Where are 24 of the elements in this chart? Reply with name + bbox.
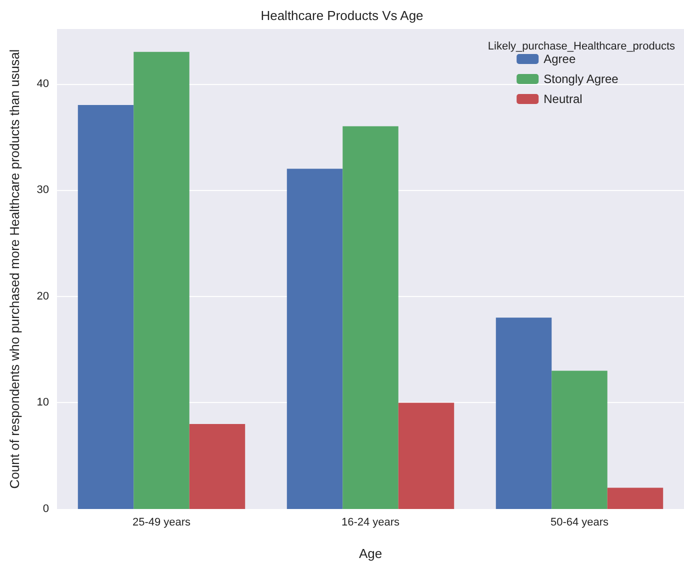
x-tick-label: 25-49 years — [132, 516, 192, 528]
legend-label: Agree — [544, 52, 576, 66]
x-axis-title: Age — [358, 546, 382, 561]
bar — [78, 105, 134, 509]
bar — [398, 402, 454, 509]
bar — [342, 126, 398, 509]
x-tick-label: 50-64 years — [550, 516, 610, 528]
y-tick-label: 10 — [36, 396, 49, 409]
legend-label: Neutral — [544, 92, 582, 106]
chart-title: Healthcare Products Vs Age — [260, 8, 424, 23]
y-tick-label: 40 — [36, 78, 49, 90]
bar — [286, 168, 343, 509]
bar — [607, 488, 664, 509]
bar — [496, 318, 552, 509]
legend-title: Likely_purchase_Healthcare_products — [488, 40, 676, 52]
bar — [552, 370, 608, 509]
y-tick-label: 20 — [36, 290, 49, 302]
legend-label: Stongly Agree — [544, 72, 619, 86]
y-axis-title: Count of respondents who purchased more Healthcare products than ususal — [7, 49, 22, 489]
bar — [134, 52, 190, 509]
x-tick-label: 16-24 years — [341, 516, 400, 528]
y-tick-label: 30 — [36, 184, 49, 196]
y-tick-label: 0 — [42, 503, 49, 515]
bar — [189, 424, 246, 509]
